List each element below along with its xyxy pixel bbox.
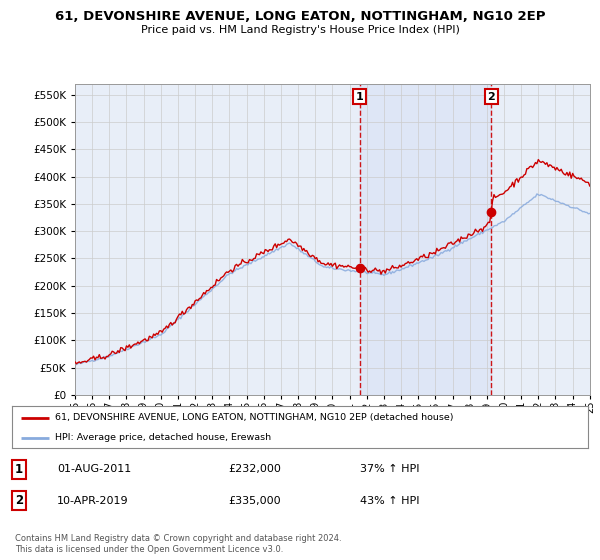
Text: 43% ↑ HPI: 43% ↑ HPI — [360, 496, 419, 506]
Text: £335,000: £335,000 — [228, 496, 281, 506]
Text: 61, DEVONSHIRE AVENUE, LONG EATON, NOTTINGHAM, NG10 2EP (detached house): 61, DEVONSHIRE AVENUE, LONG EATON, NOTTI… — [55, 413, 454, 422]
Text: 2: 2 — [15, 494, 23, 507]
Text: HPI: Average price, detached house, Erewash: HPI: Average price, detached house, Erew… — [55, 433, 271, 442]
Text: £232,000: £232,000 — [228, 464, 281, 474]
Text: 37% ↑ HPI: 37% ↑ HPI — [360, 464, 419, 474]
Text: Price paid vs. HM Land Registry's House Price Index (HPI): Price paid vs. HM Land Registry's House … — [140, 25, 460, 35]
Text: 1: 1 — [356, 91, 364, 101]
Text: 1: 1 — [15, 463, 23, 476]
Bar — [359, 84, 491, 395]
Text: Contains HM Land Registry data © Crown copyright and database right 2024.
This d: Contains HM Land Registry data © Crown c… — [15, 534, 341, 554]
Text: 2: 2 — [488, 91, 496, 101]
Text: 10-APR-2019: 10-APR-2019 — [57, 496, 128, 506]
Text: 01-AUG-2011: 01-AUG-2011 — [57, 464, 131, 474]
Text: 61, DEVONSHIRE AVENUE, LONG EATON, NOTTINGHAM, NG10 2EP: 61, DEVONSHIRE AVENUE, LONG EATON, NOTTI… — [55, 10, 545, 23]
